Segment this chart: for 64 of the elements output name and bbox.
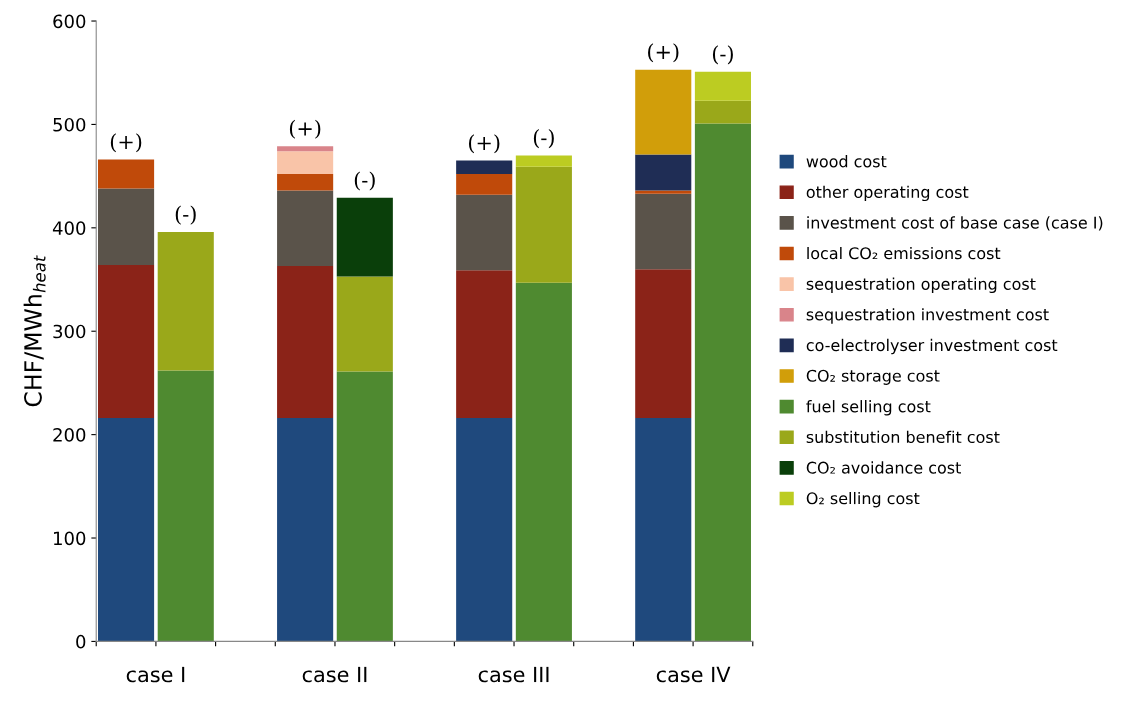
bar <box>515 282 572 642</box>
bar <box>694 100 751 124</box>
bar <box>635 154 692 191</box>
legend-label: O₂ selling cost <box>806 491 920 508</box>
bar <box>456 194 513 271</box>
bar <box>635 69 692 155</box>
y-tick-label: 300 <box>53 324 86 339</box>
total-label: (+) <box>468 134 500 154</box>
bar <box>336 371 393 642</box>
total-label: (+) <box>648 43 679 63</box>
total-label: (-) <box>533 129 554 149</box>
y-tick-label: 100 <box>54 531 86 546</box>
total-label: (+) <box>110 133 142 153</box>
y-tick-label: 0 <box>76 634 86 649</box>
bar <box>98 159 155 189</box>
bar <box>694 123 751 642</box>
text: case III <box>478 666 549 683</box>
total-label: (-) <box>354 171 375 191</box>
bar <box>98 188 155 266</box>
bar <box>456 160 513 175</box>
bar <box>635 418 692 642</box>
legend-label: investment cost of base case (case I) <box>807 216 1103 231</box>
text: case I <box>126 666 185 683</box>
total-label: (-) <box>712 45 733 65</box>
bar <box>98 418 155 642</box>
bar <box>277 174 334 191</box>
y-tick-label: 600 <box>53 14 86 29</box>
y-tick-label: 200 <box>53 428 86 442</box>
bar <box>456 418 513 642</box>
bar <box>336 276 393 372</box>
bar <box>456 270 513 419</box>
text: case II <box>302 666 367 683</box>
bar <box>456 174 513 195</box>
bar <box>277 146 334 152</box>
legend-label: fuel selling cost <box>806 400 931 416</box>
y-tick-label: 500 <box>53 117 86 132</box>
total-label: (+) <box>289 119 321 139</box>
legend-label: wood cost <box>806 155 887 168</box>
bar <box>98 265 155 419</box>
bar <box>277 266 334 419</box>
bar <box>635 269 692 419</box>
bar <box>515 166 572 283</box>
bar <box>694 71 751 101</box>
legend-label: sequestration operating cost <box>806 277 1036 293</box>
bar <box>277 418 334 642</box>
y-tick-label: 400 <box>52 221 86 235</box>
legend-label: sequestration investment cost <box>806 308 1049 324</box>
bar <box>336 197 393 277</box>
legend-label: other operating cost <box>806 185 969 202</box>
bar <box>635 193 692 270</box>
text: case IV <box>656 666 731 683</box>
legend-label: co-electrolyser investment cost <box>806 338 1058 355</box>
bar <box>515 155 572 167</box>
legend-label: local CO₂ emissions cost <box>807 246 1001 260</box>
legend-label: CO₂ avoidance cost <box>806 461 961 474</box>
legend-label: substitution benefit cost <box>806 430 1000 444</box>
total-label: (-) <box>175 205 196 225</box>
legend-label: CO₂ storage cost <box>806 369 940 385</box>
bar <box>277 151 334 175</box>
bar <box>157 370 214 642</box>
bar <box>277 190 334 267</box>
bar <box>635 190 692 194</box>
y-axis-title: CHF/MWh$_{heat}$ <box>23 255 46 407</box>
bar <box>157 231 214 371</box>
